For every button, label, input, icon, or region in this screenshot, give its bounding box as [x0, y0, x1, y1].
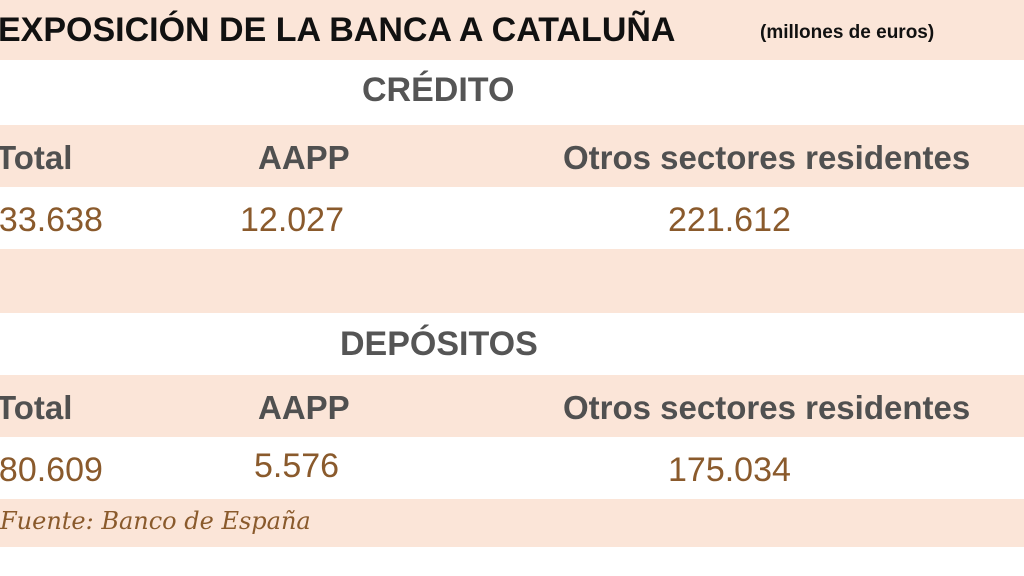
credito-title-row: CRÉDITO — [0, 60, 1024, 125]
depositos-header-aapp: AAPP — [258, 389, 350, 426]
credito-value-otros: 221.612 — [668, 201, 791, 239]
depositos-title-row: DEPÓSITOS — [0, 313, 1024, 375]
title-row: EXPOSICIÓN DE LA BANCA A CATALUÑA (millo… — [0, 0, 1024, 60]
spacer-row — [0, 249, 1024, 313]
table-unit: (millones de euros) — [760, 22, 935, 43]
credito-value-aapp: 12.027 — [240, 201, 344, 239]
credito-value-total: 233.638 — [0, 201, 103, 239]
depositos-value-total: 180.609 — [0, 451, 103, 489]
credito-values-row: 233.638 12.027 221.612 — [0, 187, 1024, 249]
credito-header-row: Total AAPP Otros sectores residentes — [0, 125, 1024, 187]
depositos-header-otros: Otros sectores residentes — [563, 389, 971, 426]
credito-header-total: Total — [0, 139, 73, 176]
credito-header-aapp: AAPP — [258, 139, 350, 176]
source-row: Fuente: Banco de España — [0, 499, 1024, 547]
depositos-header-total: Total — [0, 389, 73, 426]
depositos-section-title: DEPÓSITOS — [340, 325, 538, 363]
depositos-value-aapp: 5.576 — [254, 447, 340, 485]
depositos-value-otros: 175.034 — [668, 451, 791, 489]
credito-header-otros: Otros sectores residentes — [563, 139, 971, 176]
table-title: EXPOSICIÓN DE LA BANCA A CATALUÑA — [0, 11, 676, 49]
source-note: Fuente: Banco de España — [0, 507, 311, 535]
credito-section-title: CRÉDITO — [362, 71, 515, 109]
depositos-values-row: 180.609 5.576 175.034 — [0, 437, 1024, 499]
depositos-header-row: Total AAPP Otros sectores residentes — [0, 375, 1024, 437]
bottom-margin — [0, 547, 1024, 576]
